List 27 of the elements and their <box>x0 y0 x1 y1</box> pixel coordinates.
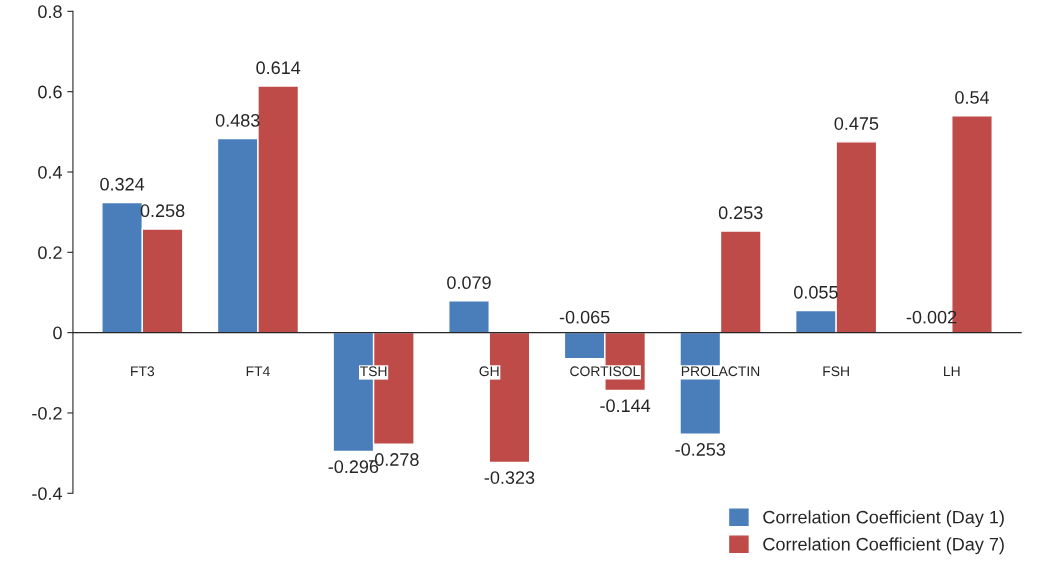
data-label: -0.253 <box>675 443 726 456</box>
data-label: -0.323 <box>484 471 535 484</box>
x-tick-label: FSH <box>823 366 849 377</box>
data-label: 0.614 <box>256 61 301 75</box>
x-tick-label: PROLACTIN <box>681 366 760 377</box>
y-tick-label: 0.6 <box>38 85 62 99</box>
x-tick-label: FT3 <box>131 366 155 377</box>
data-label: 0.324 <box>100 177 145 191</box>
data-label: 0.54 <box>955 91 990 104</box>
data-label: -0.144 <box>600 399 651 413</box>
data-label: 0.079 <box>447 276 491 290</box>
x-tick-label: CORTISOL <box>570 366 640 377</box>
x-tick-label: GH <box>479 366 499 377</box>
y-tick-label: -0.4 <box>32 487 62 501</box>
x-tick-label: LH <box>944 366 960 377</box>
data-label: -0.065 <box>559 310 610 324</box>
legend-label: Correlation Coefficient (Day 7) <box>763 537 1004 555</box>
data-label: 0.475 <box>834 117 879 130</box>
x-tick-label: TSH <box>360 366 387 377</box>
data-label: 0.253 <box>718 206 763 220</box>
y-tick-label: 0.4 <box>38 165 62 179</box>
legend-label: Correlation Coefficient (Day 1) <box>763 510 1004 528</box>
y-tick-label: 0 <box>53 326 62 340</box>
y-tick-label: 0.2 <box>38 246 62 260</box>
y-tick-label: 0.8 <box>38 5 62 19</box>
x-tick-label: FT4 <box>246 366 270 377</box>
y-tick-label: -0.2 <box>32 406 62 420</box>
